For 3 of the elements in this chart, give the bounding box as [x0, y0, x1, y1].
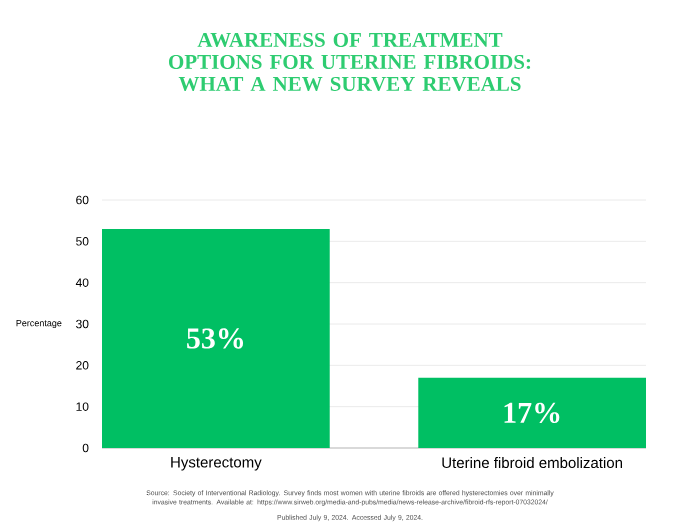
data-label: 53%: [187, 328, 244, 349]
data-label: 17%: [504, 402, 560, 424]
chart-title: AWARENESS OF TREATMENT OPTIONS FOR UTERINE FIBROIDS: WHAT A NEW SURVEY REVEALS: [169, 32, 531, 92]
